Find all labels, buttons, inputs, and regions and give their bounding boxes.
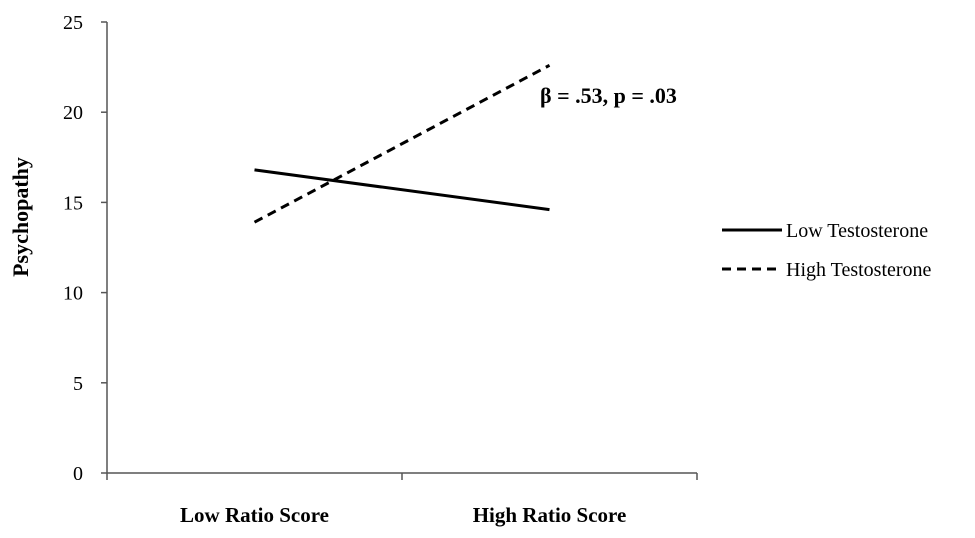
y-tick-label: 5 [73, 373, 83, 395]
legend: Low Testosterone High Testosterone [722, 220, 932, 281]
y-tick-label: 25 [63, 12, 83, 34]
series-lines [253, 63, 551, 224]
legend-label: High Testosterone [786, 259, 932, 281]
y-ticks: 0 5 10 15 20 25 [63, 12, 107, 485]
series-line-low-testosterone [254, 168, 550, 212]
y-tick-label: 0 [73, 463, 83, 485]
y-tick-label: 20 [63, 102, 83, 124]
y-axis-label: Psychopathy [8, 157, 33, 277]
y-tick-label: 15 [63, 192, 83, 214]
x-category-label: Low Ratio Score [180, 503, 329, 527]
annotation: β = .53, p = .03 [540, 83, 677, 108]
x-category-label: High Ratio Score [473, 503, 627, 527]
y-tick-label: 10 [63, 283, 83, 305]
x-categories: Low Ratio Score High Ratio Score [106, 473, 698, 527]
legend-label: Low Testosterone [786, 220, 928, 242]
series-line-high-testosterone [253, 63, 551, 224]
